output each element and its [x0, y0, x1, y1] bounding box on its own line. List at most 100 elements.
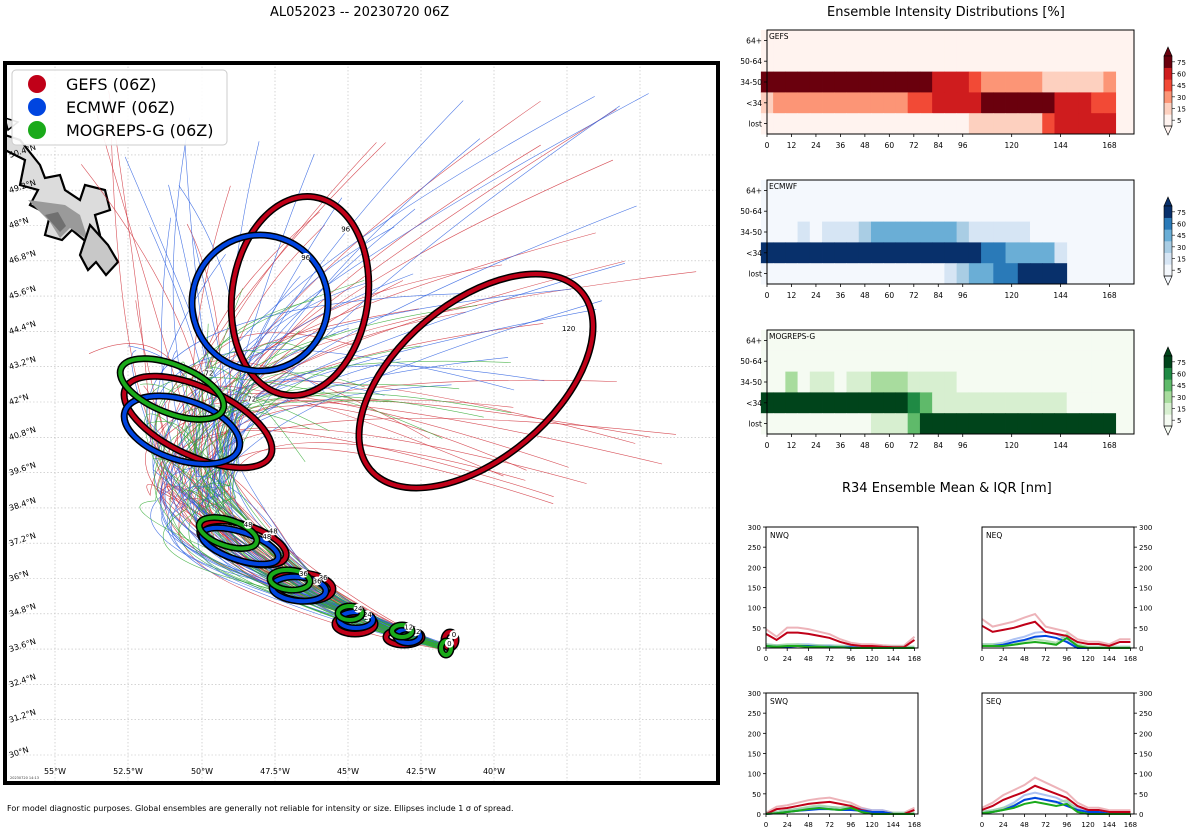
- heatmap-cell: [773, 30, 786, 52]
- heatmap-xlabel: 60: [885, 141, 895, 150]
- heatmap-cell: [822, 413, 835, 435]
- heatmap-cell: [1030, 50, 1043, 72]
- heatmap-cell: [1030, 392, 1043, 414]
- heatmap-cell: [1042, 50, 1055, 72]
- heatmap-cell: [858, 92, 872, 114]
- heatmap-cell: [956, 371, 970, 393]
- heatmap-xlabel: 36: [836, 441, 846, 450]
- r34-ylabel: 200: [1139, 730, 1152, 738]
- colorbar-segment: [1164, 367, 1172, 380]
- spread-ellipse: [390, 623, 414, 639]
- heatmap-cell: [895, 92, 909, 114]
- heatmap-xlabel: 36: [836, 141, 846, 150]
- heatmap-cell: [968, 350, 982, 372]
- heatmap-cell: [919, 71, 933, 93]
- heatmap-cell: [870, 180, 884, 202]
- heatmap-cell: [773, 221, 786, 243]
- colorbar-label: 30: [1177, 394, 1186, 402]
- heatmap-cell: [1042, 92, 1055, 114]
- r34-xlabel: 0: [764, 821, 768, 829]
- heatmap-xlabel: 0: [765, 291, 770, 300]
- heatmap-cell: [809, 413, 823, 435]
- heatmap-cell: [797, 71, 811, 93]
- ellipse-label-bg: [404, 622, 414, 632]
- heatmap-cell: [809, 221, 823, 243]
- spread-ellipse: [336, 604, 364, 622]
- heatmap-cell: [883, 180, 896, 202]
- heatmap-cell: [919, 92, 933, 114]
- heatmap-cell: [1005, 71, 1019, 93]
- r34-xlabel: 168: [1124, 655, 1137, 663]
- r34-ylabel: 300: [748, 690, 761, 698]
- intensity-heatmaps: GEFS 64+ 50-64 34-50 <34 lost 0 12 24 36 48 60 72 84 9…: [740, 29, 1186, 450]
- spread-ellipse: [356, 272, 596, 490]
- heatmap-cell: [895, 413, 909, 435]
- heatmap-ylabel: <34: [746, 249, 762, 258]
- heatmap-cell: [846, 263, 860, 285]
- heatmap-cell: [1042, 30, 1055, 52]
- heatmap-xlabel: 36: [836, 291, 846, 300]
- heatmap-cell: [944, 350, 958, 372]
- heatmap-cell: [785, 113, 798, 135]
- heatmap-cell: [1078, 350, 1092, 372]
- heatmap-cell: [1005, 92, 1019, 114]
- r34-ylabel: 200: [748, 730, 761, 738]
- spread-ellipse: [118, 356, 226, 422]
- heatmap-cell: [883, 50, 896, 72]
- heatmap-cell: [895, 242, 909, 264]
- heatmap-cell: [1005, 263, 1019, 285]
- heatmap-cell: [944, 71, 958, 93]
- colorbar-label: 45: [1177, 232, 1186, 240]
- heatmap-cell: [968, 392, 982, 414]
- heatmap-cell: [1005, 30, 1019, 52]
- colorbar-frame: [1163, 205, 1173, 277]
- heatmap-cell: [834, 413, 847, 435]
- lon-label: 50°W: [191, 767, 213, 776]
- heatmap-cell: [993, 242, 1006, 264]
- colorbar-label: 15: [1177, 406, 1186, 414]
- heatmap-cell: [895, 71, 909, 93]
- heatmap-cell: [956, 413, 970, 435]
- colorbar-segment: [1164, 217, 1172, 230]
- heatmap-cell: [834, 50, 847, 72]
- heatmap-cell: [822, 71, 835, 93]
- heatmap-cell: [785, 221, 798, 243]
- heatmap-xlabel: 84: [933, 141, 943, 150]
- r34-plot-area: [766, 527, 918, 648]
- heatmap-cell: [1054, 30, 1068, 52]
- heatmap-ylabel: <34: [746, 99, 762, 108]
- heatmap-cell: [956, 180, 970, 202]
- heatmap-cell: [895, 221, 909, 243]
- heatmap-cell: [1017, 242, 1031, 264]
- heatmap-cell: [1042, 350, 1055, 372]
- r34-quadrant-label: NWQ: [770, 531, 789, 540]
- heatmap-cell: [785, 71, 798, 93]
- r34-xlabel: 24: [783, 655, 792, 663]
- heatmap-cell: [1103, 330, 1117, 352]
- heatmap-cell: [858, 71, 872, 93]
- ellipse-label: 48: [244, 521, 253, 529]
- heatmap-cell: [1030, 413, 1043, 435]
- heatmap-cell: [956, 30, 970, 52]
- colorbar-segment: [1164, 91, 1172, 103]
- heatmap-cell: [870, 30, 884, 52]
- heatmap-cell: [834, 221, 847, 243]
- r34-xlabel: 144: [887, 655, 901, 663]
- colorbar-label: 5: [1177, 417, 1181, 425]
- heatmap-xlabel: 120: [1005, 291, 1020, 300]
- heatmap-cell: [932, 221, 945, 243]
- heatmap-cell: [993, 371, 1006, 393]
- heatmap-cell: [968, 200, 982, 222]
- colorbar-label: 15: [1177, 106, 1186, 114]
- heatmap-cell: [907, 392, 921, 414]
- heatmap-cell: [1054, 413, 1068, 435]
- lon-label: 45°W: [337, 767, 359, 776]
- colorbar-segment: [1164, 402, 1172, 415]
- heatmap-cell: [932, 330, 945, 352]
- heatmap-cell: [797, 413, 811, 435]
- heatmap-cell: [968, 180, 982, 202]
- r34-iqr-line: [981, 612, 1131, 646]
- heatmap-cell: [1030, 350, 1043, 372]
- heatmap-cell: [870, 50, 884, 72]
